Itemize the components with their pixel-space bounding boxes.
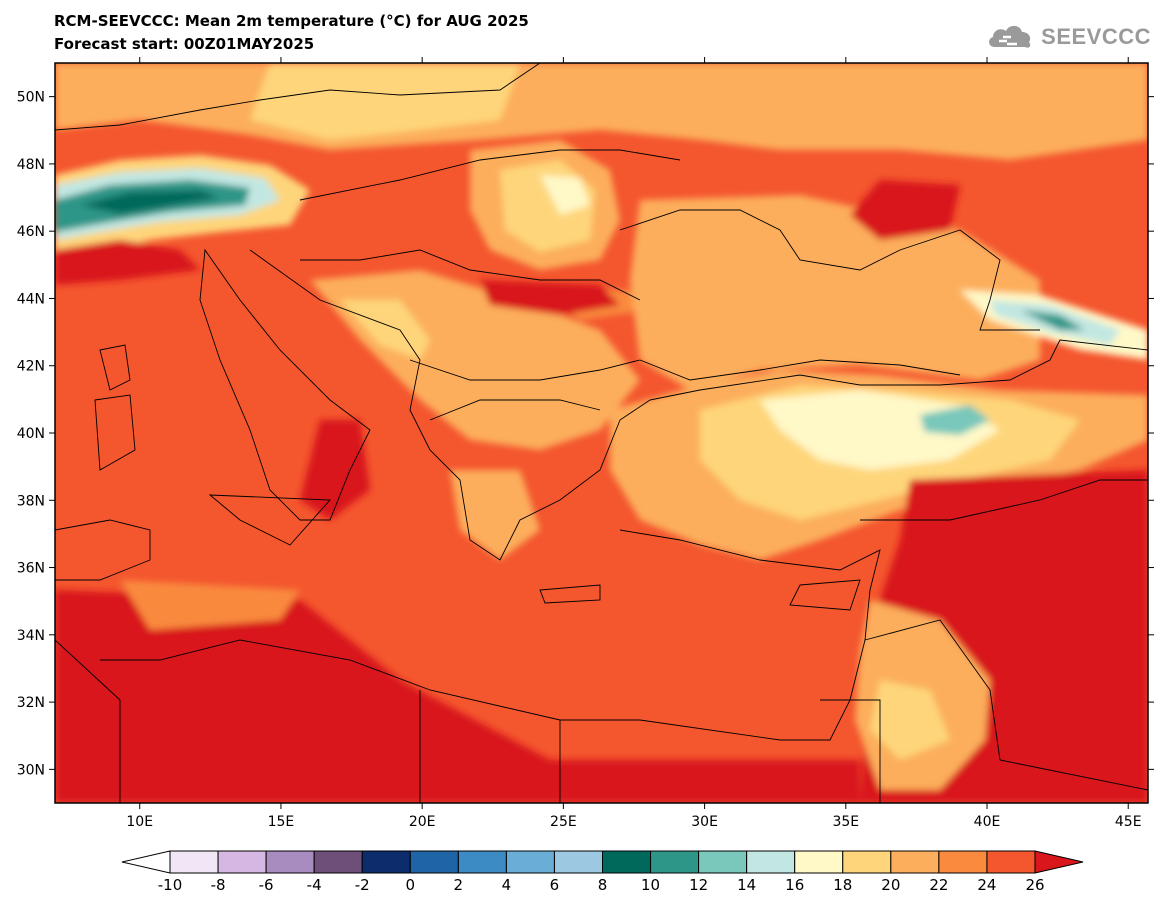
colorbar-cell [698,850,748,874]
colorbar-cell [938,850,988,874]
colorbar-level-label: 8 [598,876,608,894]
colorbar-level-label: 24 [977,876,996,894]
cloud-icon [989,25,1031,48]
colorbar-under-arrow [121,850,171,874]
colorbar-cell [986,850,1036,874]
longitude-axis: 10E 15E 20E 25E 30E 35E 40E 45E [126,57,1142,830]
colorbar-level-label: 4 [502,876,512,894]
colorbar-cell [650,850,700,874]
lon-tick-label: 15E [268,814,295,830]
colorbar-cell [842,850,892,874]
lon-tick-label: 40E [974,814,1001,830]
lon-tick-label: 35E [832,814,859,830]
colorbar-cell [602,850,652,874]
lon-tick-label: 10E [126,814,153,830]
colorbar-level-label: -4 [307,876,322,894]
lat-tick-label: 38N [17,493,45,509]
colorbar-cell [457,850,507,874]
lat-tick-label: 40N [17,426,45,442]
map-title: RCM-SEEVCCC: Mean 2m temperature (°C) fo… [54,12,529,30]
lat-tick-label: 30N [17,762,45,778]
colorbar-level-label: 22 [929,876,948,894]
lon-tick-label: 20E [409,814,436,830]
colorbar-level-label: 6 [550,876,560,894]
lon-tick-label: 45E [1115,814,1142,830]
lat-tick-label: 36N [17,561,45,577]
forecast-start-label: Forecast start: 00Z01MAY2025 [54,35,315,53]
lat-tick-label: 48N [17,157,45,173]
colorbar-level-label: -2 [355,876,370,894]
colorbar-level-label: 16 [785,876,804,894]
lon-tick-label: 30E [691,814,718,830]
colorbar-cell [746,850,796,874]
latitude-axis: 50N 48N 46N 44N 42N 40N 38N 36N 34N 32N 30N [17,90,1154,778]
lat-tick-label: 46N [17,224,45,240]
colorbar-level-label: 0 [406,876,416,894]
temperature-field [55,63,1148,803]
lat-tick-label: 32N [17,695,45,711]
colorbar: -10 -8 -6 -4 -2 0 2 4 6 8 10 12 14 16 18 20 22 24 26 [121,850,1084,894]
colorbar-level-label: 10 [641,876,660,894]
colorbar-over-arrow [1034,850,1084,874]
colorbar-cell [217,850,267,874]
colorbar-level-label: 12 [689,876,708,894]
colorbar-level-label: 2 [454,876,464,894]
colorbar-level-label: 14 [737,876,756,894]
seevccc-logo: SEEVCCC [985,20,1151,54]
colorbar-cell [313,850,363,874]
colorbar-cell [361,850,411,874]
colorbar-cell [265,850,315,874]
lat-tick-label: 44N [17,291,45,307]
colorbar-level-label: 18 [833,876,852,894]
lat-tick-label: 50N [17,90,45,106]
lat-tick-label: 34N [17,628,45,644]
colorbar-level-label: -6 [259,876,274,894]
lat-tick-label: 42N [17,359,45,375]
colorbar-cell [505,850,555,874]
colorbar-level-label: 20 [881,876,900,894]
colorbar-cell [169,850,219,874]
colorbar-cell [794,850,844,874]
logo-text: SEEVCCC [1041,24,1151,49]
colorbar-cell [890,850,940,874]
colorbar-cell [553,850,604,874]
colorbar-cell [409,850,459,874]
coastlines-borders [55,63,1148,803]
colorbar-level-label: -8 [211,876,226,894]
lon-tick-label: 25E [550,814,577,830]
colorbar-level-label: -10 [158,876,183,894]
colorbar-level-label: 26 [1025,876,1044,894]
